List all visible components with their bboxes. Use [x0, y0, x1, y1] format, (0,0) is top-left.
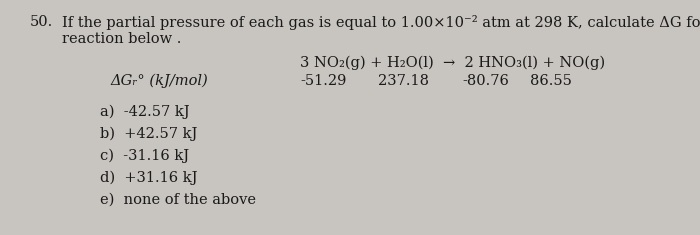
- Text: ΔGᵣ° (kJ/mol): ΔGᵣ° (kJ/mol): [110, 74, 208, 88]
- Text: b)  +42.57 kJ: b) +42.57 kJ: [100, 127, 197, 141]
- Text: 86.55: 86.55: [530, 74, 572, 88]
- Text: reaction below .: reaction below .: [62, 32, 181, 46]
- Text: 237.18: 237.18: [378, 74, 429, 88]
- Text: 50.: 50.: [30, 15, 53, 29]
- Text: a)  -42.57 kJ: a) -42.57 kJ: [100, 105, 190, 119]
- Text: e)  none of the above: e) none of the above: [100, 193, 256, 207]
- Text: d)  +31.16 kJ: d) +31.16 kJ: [100, 171, 197, 185]
- Text: c)  -31.16 kJ: c) -31.16 kJ: [100, 149, 189, 163]
- Text: -80.76: -80.76: [462, 74, 509, 88]
- Text: 3 NO₂(g) + H₂O(l)  →  2 HNO₃(l) + NO(g): 3 NO₂(g) + H₂O(l) → 2 HNO₃(l) + NO(g): [300, 56, 605, 70]
- Text: If the partial pressure of each gas is equal to 1.00×10⁻² atm at 298 K, calculat: If the partial pressure of each gas is e…: [62, 15, 700, 30]
- Text: -51.29: -51.29: [300, 74, 346, 88]
